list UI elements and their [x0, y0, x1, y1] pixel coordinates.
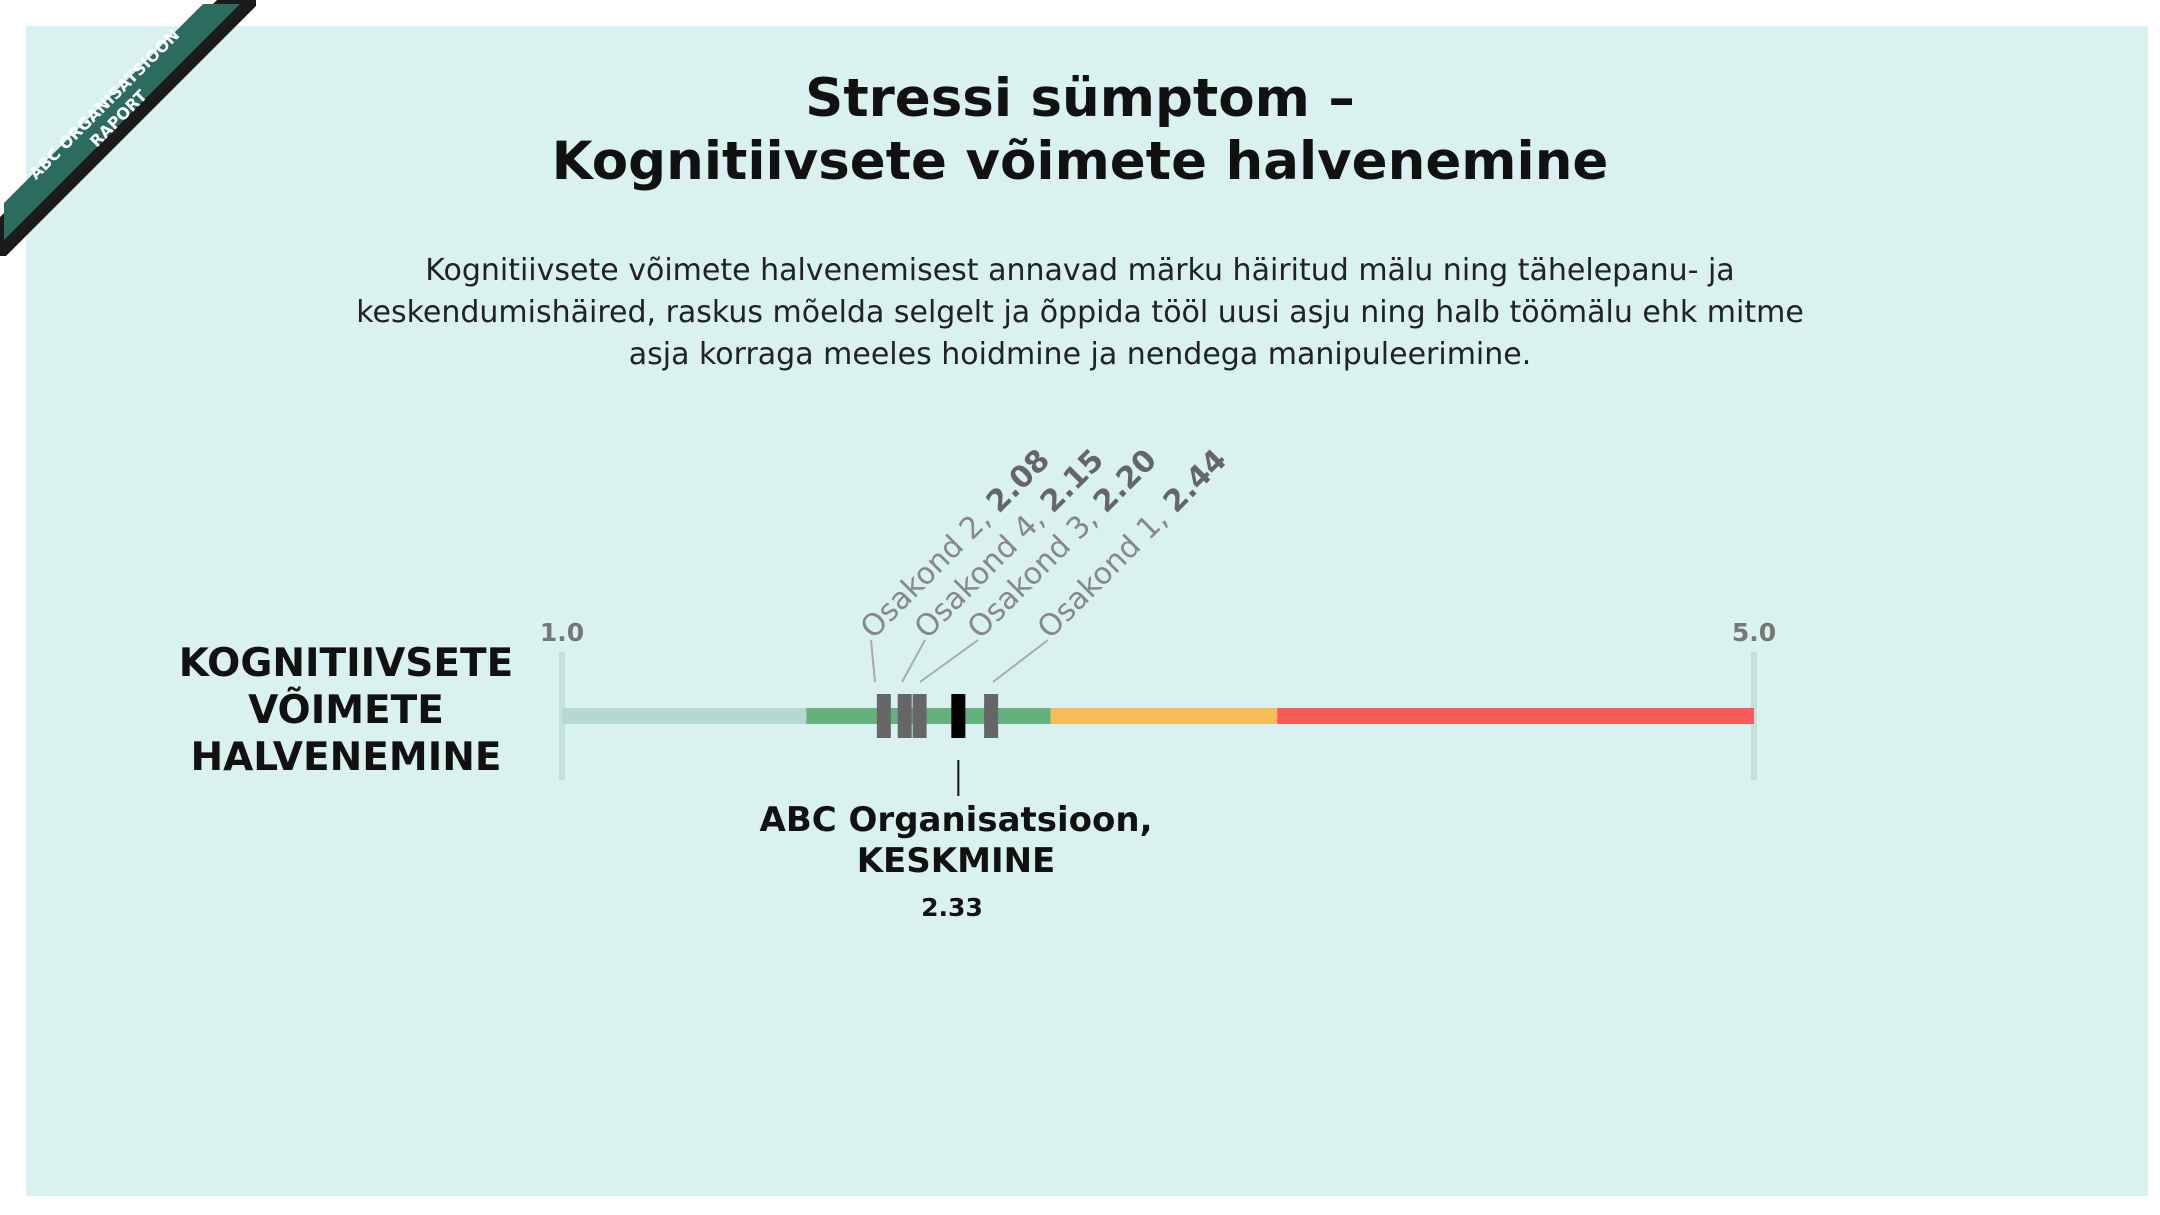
department-leader [919, 639, 979, 683]
scale-min-label: 1.0 [540, 618, 584, 647]
scale-band-1 [562, 708, 807, 724]
department-marker [876, 694, 891, 738]
department-marker [912, 694, 927, 738]
description: Kognitiivsete võimete halvenemisest anna… [356, 253, 1804, 372]
report-panel [26, 26, 2148, 1196]
ribbon-band [4, 4, 240, 240]
department-leader [901, 639, 926, 683]
department-marker [984, 694, 999, 738]
average-value: 2.33 [921, 893, 983, 922]
average-label-line2: KESKMINE [856, 841, 1056, 881]
average-label-line1: ABC Organisatsioon, [759, 800, 1153, 840]
page-title-line2: Kognitiivsete võimete halvenemine [551, 131, 1609, 192]
ribbon-shadow [0, 0, 256, 256]
average-label: ABC Organisatsioon, KESKMINE [706, 800, 1206, 882]
scale-band-4 [1277, 708, 1754, 724]
row-label: KOGNITIIVSETE VÕIMETE HALVENEMINE [178, 641, 514, 780]
scale-band-3 [1050, 708, 1278, 724]
scale-max-label: 5.0 [1732, 618, 1776, 647]
department-leader [992, 639, 1049, 683]
scale-band-2 [806, 708, 1051, 724]
department-marker [897, 694, 912, 738]
page-title-line1: Stressi sümptom – [805, 68, 1355, 129]
average-marker [951, 694, 966, 738]
department-leader [870, 639, 876, 683]
report-ribbon: ABC ORGANISATSIOON RAPORT [0, 0, 256, 256]
